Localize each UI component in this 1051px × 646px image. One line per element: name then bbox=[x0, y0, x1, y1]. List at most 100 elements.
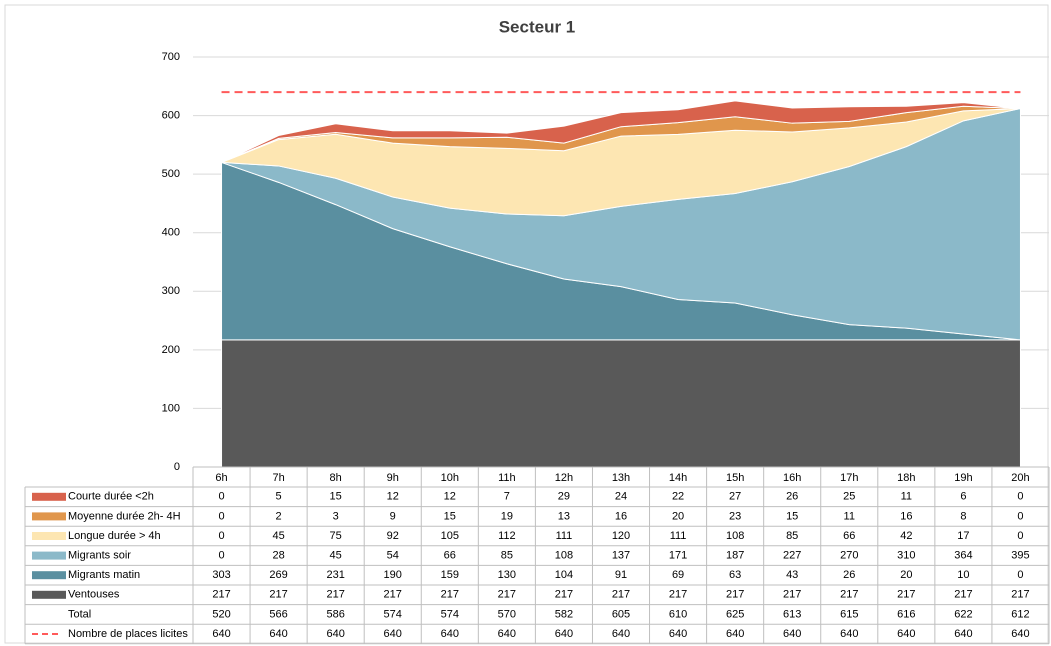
table-cell: 640 bbox=[783, 628, 801, 640]
table-cell: 570 bbox=[498, 608, 516, 620]
table-cell: 217 bbox=[269, 589, 287, 601]
table-cell: 566 bbox=[269, 608, 287, 620]
table-cell: 10 bbox=[957, 569, 969, 581]
table-cell: 26 bbox=[786, 491, 798, 503]
table-cell: 613 bbox=[783, 608, 801, 620]
table-cell: 20 bbox=[900, 569, 912, 581]
legend-label: Moyenne durée 2h- 4H bbox=[68, 510, 181, 522]
table-cell: 85 bbox=[501, 550, 513, 562]
table-cell: 625 bbox=[726, 608, 744, 620]
table-cell: 42 bbox=[900, 530, 912, 542]
table-cell: 104 bbox=[555, 569, 573, 581]
table-cell: 22 bbox=[672, 491, 684, 503]
table-cell: 190 bbox=[384, 569, 402, 581]
legend-key bbox=[32, 590, 66, 599]
y-tick-label: 300 bbox=[162, 285, 180, 297]
x-tick-label: 10h bbox=[441, 472, 459, 484]
table-cell: 217 bbox=[555, 589, 573, 601]
legend-label: Migrants soir bbox=[68, 550, 131, 562]
table-cell: 586 bbox=[326, 608, 344, 620]
table-cell: 227 bbox=[783, 550, 801, 562]
table-cell: 610 bbox=[669, 608, 687, 620]
table-cell: 310 bbox=[897, 550, 915, 562]
y-tick-label: 600 bbox=[162, 109, 180, 121]
table-cell: 270 bbox=[840, 550, 858, 562]
table-cell: 23 bbox=[729, 510, 741, 522]
legend-label: Ventouses bbox=[68, 589, 120, 601]
area bbox=[221, 339, 1021, 468]
table-cell: 26 bbox=[843, 569, 855, 581]
table-cell: 108 bbox=[555, 550, 573, 562]
legend-key bbox=[32, 492, 66, 501]
table-cell: 16 bbox=[900, 510, 912, 522]
table-cell: 19 bbox=[501, 510, 513, 522]
table-cell: 640 bbox=[326, 628, 344, 640]
legend-label: Courte durée <2h bbox=[68, 491, 154, 503]
table-cell: 574 bbox=[441, 608, 459, 620]
table-cell: 217 bbox=[1011, 589, 1029, 601]
table-cell: 27 bbox=[729, 491, 741, 503]
table-cell: 92 bbox=[387, 530, 399, 542]
table-cell: 217 bbox=[954, 589, 972, 601]
table-cell: 3 bbox=[333, 510, 339, 522]
table-cell: 217 bbox=[612, 589, 630, 601]
table-cell: 137 bbox=[612, 550, 630, 562]
table-cell: 640 bbox=[954, 628, 972, 640]
table-cell: 5 bbox=[276, 491, 282, 503]
table-cell: 217 bbox=[441, 589, 459, 601]
table-cell: 108 bbox=[726, 530, 744, 542]
table-cell: 15 bbox=[444, 510, 456, 522]
table-cell: 615 bbox=[840, 608, 858, 620]
table-cell: 231 bbox=[326, 569, 344, 581]
x-tick-label: 9h bbox=[387, 472, 399, 484]
x-tick-label: 20h bbox=[1011, 472, 1029, 484]
y-tick-label: 500 bbox=[162, 168, 180, 180]
table-cell: 9 bbox=[390, 510, 396, 522]
legend-label: Migrants matin bbox=[68, 569, 140, 581]
table-cell: 54 bbox=[387, 550, 399, 562]
table-cell: 640 bbox=[726, 628, 744, 640]
legend-label: Nombre de places licites bbox=[68, 628, 188, 640]
x-tick-label: 11h bbox=[498, 472, 516, 484]
y-tick-label: 0 bbox=[174, 461, 180, 473]
table-cell: 24 bbox=[615, 491, 627, 503]
table-cell: 217 bbox=[498, 589, 516, 601]
table-cell: 6 bbox=[960, 491, 966, 503]
table-cell: 582 bbox=[555, 608, 573, 620]
table-cell: 85 bbox=[786, 530, 798, 542]
table-cell: 120 bbox=[612, 530, 630, 542]
table-cell: 640 bbox=[212, 628, 230, 640]
table-cell: 63 bbox=[729, 569, 741, 581]
table-cell: 111 bbox=[670, 530, 687, 542]
table-cell: 159 bbox=[441, 569, 459, 581]
table-cell: 45 bbox=[272, 530, 284, 542]
area bbox=[221, 100, 1021, 163]
table-cell: 20 bbox=[672, 510, 684, 522]
y-tick-label: 200 bbox=[162, 344, 180, 356]
table-cell: 640 bbox=[669, 628, 687, 640]
table-cell: 616 bbox=[897, 608, 915, 620]
x-tick-label: 14h bbox=[669, 472, 687, 484]
table-cell: 112 bbox=[498, 530, 516, 542]
table-cell: 0 bbox=[1017, 569, 1023, 581]
table-cell: 574 bbox=[384, 608, 402, 620]
table-cell: 217 bbox=[726, 589, 744, 601]
table-cell: 29 bbox=[558, 491, 570, 503]
table-cell: 217 bbox=[669, 589, 687, 601]
table-cell: 17 bbox=[957, 530, 969, 542]
y-tick-label: 400 bbox=[162, 227, 180, 239]
table-cell: 0 bbox=[218, 491, 224, 503]
legend-label: Longue durée > 4h bbox=[68, 530, 161, 542]
table-cell: 91 bbox=[615, 569, 627, 581]
table-cell: 0 bbox=[218, 550, 224, 562]
table-cell: 11 bbox=[901, 491, 912, 503]
legend-key bbox=[32, 571, 66, 580]
table-cell: 217 bbox=[783, 589, 801, 601]
table-cell: 75 bbox=[330, 530, 342, 542]
table-cell: 520 bbox=[212, 608, 230, 620]
table-cell: 0 bbox=[218, 510, 224, 522]
table-cell: 45 bbox=[330, 550, 342, 562]
x-tick-label: 18h bbox=[897, 472, 915, 484]
x-tick-label: 13h bbox=[612, 472, 630, 484]
